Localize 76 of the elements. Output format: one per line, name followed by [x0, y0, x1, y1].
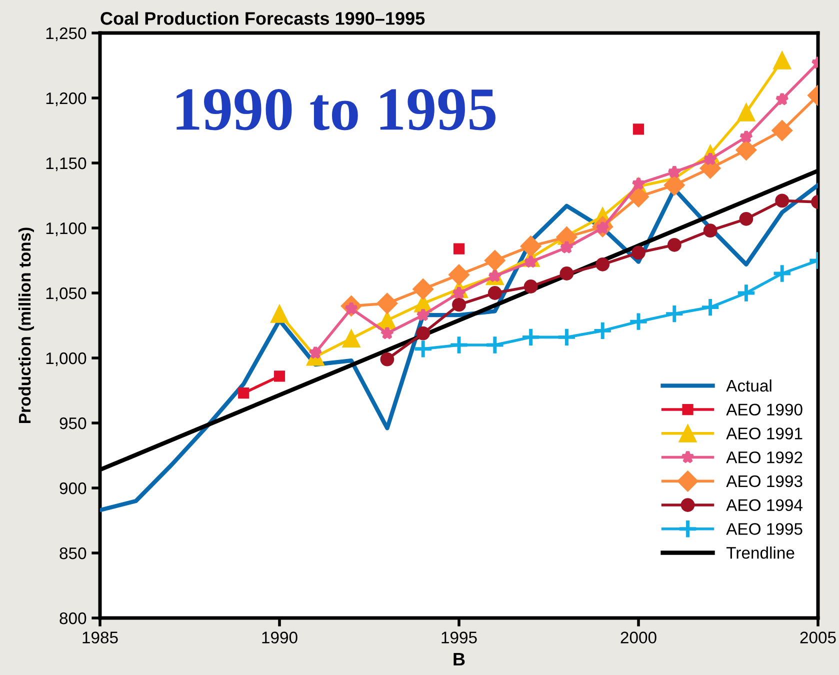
- point: [308, 346, 322, 360]
- point: [416, 308, 430, 322]
- y-tick-label: 1,150: [46, 157, 86, 172]
- legend-label: AEO 1994: [726, 499, 803, 512]
- y-tick-label: 900: [60, 482, 86, 494]
- point: [628, 186, 650, 208]
- point: [416, 326, 430, 340]
- point: [773, 51, 792, 70]
- point: [448, 334, 470, 356]
- y-tick-label: 800: [60, 612, 86, 624]
- point: [596, 257, 610, 272]
- point: [412, 278, 434, 300]
- point: [274, 370, 286, 382]
- point: [524, 280, 538, 294]
- x-tick-label: 1990: [262, 632, 298, 644]
- annotation: 1990 to 1995: [176, 88, 496, 130]
- y-tick-label: 850: [60, 547, 86, 560]
- point: [342, 329, 360, 348]
- point: [488, 286, 502, 300]
- y-tick-label: 1,250: [46, 27, 86, 42]
- point: [775, 92, 790, 106]
- point: [556, 327, 577, 348]
- legend-label: AEO 1993: [726, 475, 802, 488]
- point: [737, 103, 756, 122]
- y-tick-label: 1,100: [46, 222, 86, 236]
- point: [238, 388, 250, 399]
- legend-label: AEO 1991: [726, 428, 802, 440]
- point: [484, 334, 505, 356]
- point: [484, 250, 506, 272]
- x-tick-label: 1995: [442, 632, 477, 644]
- y-tick-label: 950: [60, 417, 86, 430]
- point: [453, 243, 465, 254]
- point: [628, 312, 649, 332]
- point: [739, 130, 754, 144]
- point: [380, 352, 394, 366]
- point: [772, 263, 792, 284]
- point: [592, 320, 613, 341]
- point: [667, 164, 682, 178]
- point: [448, 264, 470, 286]
- chart-title: Coal Production Forecasts 1990–1995: [100, 12, 425, 25]
- point: [560, 266, 574, 280]
- point: [736, 139, 757, 161]
- legend-label: AEO 1995: [726, 523, 802, 535]
- legend-label: Actual: [726, 379, 772, 392]
- point: [632, 124, 644, 135]
- x-tick-label: 2005: [800, 632, 836, 644]
- legend-label: Trendline: [726, 546, 794, 559]
- x-tick-label: 2000: [620, 632, 656, 644]
- point: [524, 254, 538, 268]
- point: [664, 304, 684, 324]
- point: [775, 194, 790, 208]
- point: [520, 236, 542, 257]
- point: [772, 120, 793, 142]
- point: [700, 297, 720, 318]
- legend-label: AEO 1990: [726, 404, 802, 416]
- y-tick-label: 1,000: [46, 352, 86, 366]
- point: [739, 212, 754, 226]
- point: [667, 238, 682, 252]
- point: [560, 240, 574, 254]
- point: [736, 282, 756, 304]
- point: [376, 292, 398, 314]
- point: [452, 286, 466, 300]
- point: [380, 326, 394, 340]
- x-axis-title: B: [454, 652, 465, 666]
- legend-label: AEO 1992: [726, 451, 802, 464]
- point: [632, 246, 646, 260]
- point: [270, 304, 289, 323]
- point: [452, 298, 466, 312]
- point: [520, 327, 541, 348]
- y-tick-label: 1,200: [46, 92, 86, 106]
- point: [703, 224, 718, 238]
- point: [413, 338, 434, 359]
- point: [664, 174, 685, 196]
- y-tick-label: 1,050: [46, 287, 86, 302]
- x-tick-label: 1985: [82, 632, 118, 644]
- y-axis-title: Production (million tons): [18, 228, 34, 423]
